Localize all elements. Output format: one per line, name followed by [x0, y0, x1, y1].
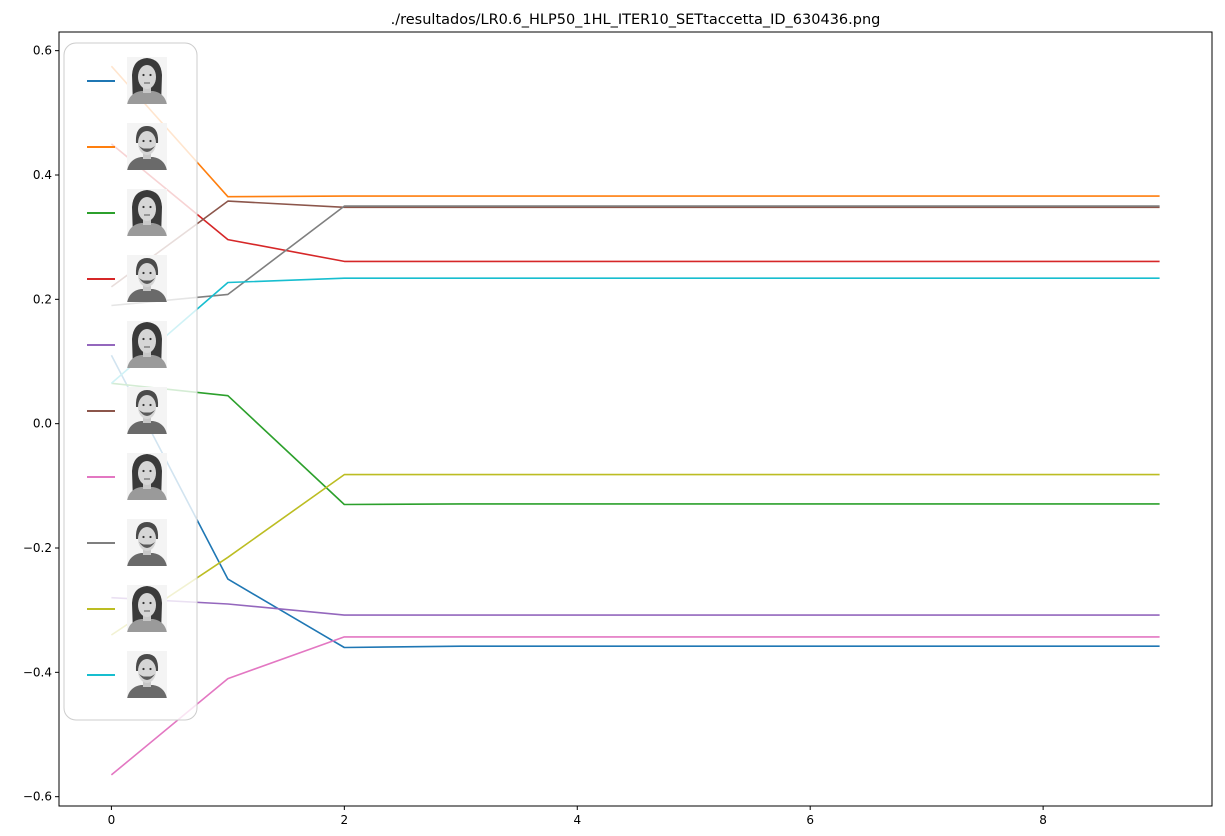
series-line-7	[110, 636, 1160, 776]
series-line-8	[111, 205, 1160, 307]
face-eye	[149, 271, 152, 275]
face-thumbnail-1	[127, 57, 167, 104]
x-tick-label: 0	[108, 813, 116, 827]
face-eye	[142, 403, 145, 407]
y-tick-label: 0.6	[33, 44, 52, 58]
x-tick-label: 4	[573, 813, 581, 827]
series-line-6	[110, 200, 1160, 288]
face-thumbnail-7	[127, 453, 167, 500]
face-eye	[149, 403, 152, 407]
face-eye	[142, 139, 145, 143]
face-eye	[149, 469, 152, 473]
face-head	[138, 461, 156, 485]
y-tick-label: −0.2	[23, 541, 52, 555]
series-line-1	[110, 354, 1160, 649]
series-line-2	[110, 65, 1160, 198]
face-eye	[149, 601, 152, 605]
face-eye	[142, 73, 145, 77]
x-tick-label: 6	[806, 813, 814, 827]
face-thumbnail-5	[127, 321, 167, 368]
face-content	[127, 321, 167, 368]
face-head	[138, 65, 156, 89]
face-eye	[142, 271, 145, 275]
face-shoulders	[127, 553, 167, 566]
face-eye	[149, 535, 152, 539]
y-tick-label: 0.0	[33, 417, 52, 431]
face-eye	[149, 139, 152, 143]
chart-title: ./resultados/LR0.6_HLP50_1HL_ITER10_SETt…	[391, 12, 881, 28]
plot-lines	[110, 65, 1160, 776]
face-content	[127, 123, 167, 170]
face-content	[127, 453, 167, 500]
face-shoulders	[127, 355, 167, 368]
face-head	[138, 593, 156, 617]
face-thumbnail-4	[127, 255, 167, 302]
face-shoulders	[127, 223, 167, 236]
face-eye	[149, 205, 152, 209]
face-shoulders	[127, 685, 167, 698]
face-thumbnail-2	[127, 123, 167, 170]
face-content	[127, 255, 167, 302]
face-eye	[149, 73, 152, 77]
face-thumbnail-10	[127, 651, 167, 698]
x-axis: 0 2 4 6 8	[108, 806, 1047, 827]
face-shoulders	[127, 421, 167, 434]
face-content	[127, 57, 167, 104]
face-eye	[142, 667, 145, 671]
y-tick-label: −0.6	[23, 790, 52, 804]
face-shoulders	[127, 619, 167, 632]
face-shoulders	[127, 91, 167, 104]
series-line-3	[111, 382, 1160, 506]
face-eye	[149, 337, 152, 341]
face-content	[127, 519, 167, 566]
face-thumbnail-8	[127, 519, 167, 566]
x-tick-label: 8	[1039, 813, 1047, 827]
face-eye	[142, 601, 145, 605]
face-shoulders	[127, 487, 167, 500]
y-tick-label: 0.4	[33, 168, 52, 182]
y-axis: −0.6 −0.4 −0.2 0.0 0.2 0.4 0.6	[23, 44, 59, 804]
face-content	[127, 189, 167, 236]
face-thumbnail-9	[127, 585, 167, 632]
face-eye	[142, 535, 145, 539]
face-content	[127, 387, 167, 434]
face-eye	[142, 469, 145, 473]
series-line-10	[110, 277, 1160, 384]
face-head	[138, 329, 156, 353]
face-thumbnail-6	[127, 387, 167, 434]
legend	[63, 42, 198, 721]
x-tick-label: 2	[341, 813, 349, 827]
axes-frame	[58, 31, 1213, 807]
face-shoulders	[127, 289, 167, 302]
face-content	[127, 651, 167, 698]
series-line-5	[111, 596, 1160, 616]
face-thumbnail-3	[127, 189, 167, 236]
face-shoulders	[127, 157, 167, 170]
face-content	[127, 585, 167, 632]
face-head	[138, 197, 156, 221]
y-tick-label: 0.2	[33, 292, 52, 306]
face-eye	[149, 667, 152, 671]
face-eye	[142, 337, 145, 341]
face-eye	[142, 205, 145, 209]
series-line-9	[110, 473, 1160, 636]
y-tick-label: −0.4	[23, 665, 52, 679]
